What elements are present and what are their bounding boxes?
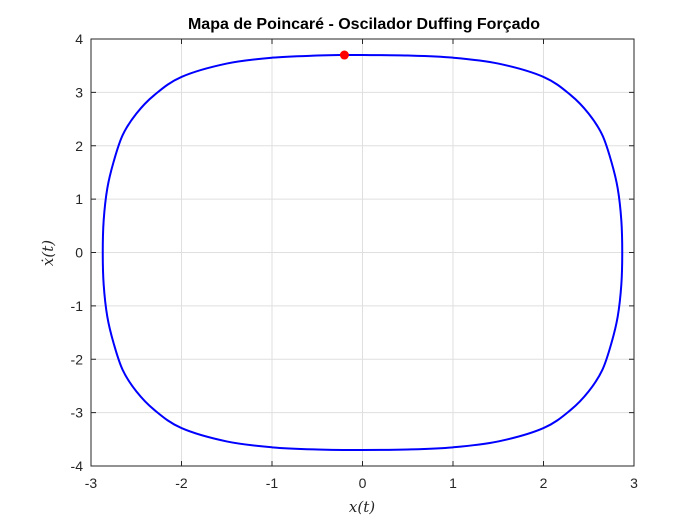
marker-layer <box>339 50 349 60</box>
y-tick-label: 4 <box>75 31 83 47</box>
x-axis-label: x(t) <box>349 498 375 516</box>
y-tick-label: -1 <box>71 298 84 314</box>
x-tick-label: -1 <box>266 475 279 491</box>
y-tick-label: -4 <box>71 458 84 474</box>
y-tick-label: 2 <box>75 138 83 154</box>
x-tick-label: 1 <box>449 475 457 491</box>
y-tick-label: 3 <box>75 84 83 100</box>
x-tick-label: -2 <box>175 475 188 491</box>
series-layer <box>101 53 624 451</box>
y-tick-label: -2 <box>71 351 84 367</box>
x-tick-label: 0 <box>359 475 367 491</box>
axes-box <box>90 38 635 467</box>
chart-title: Mapa de Poincaré - Oscilador Duffing For… <box>188 16 540 33</box>
y-tick-label: 0 <box>75 245 83 261</box>
y-tick-label: -3 <box>71 405 84 421</box>
orbit-curve <box>101 53 624 451</box>
x-tick-label: 3 <box>630 475 638 491</box>
y-axis-label: ẋ(t) <box>39 240 57 266</box>
x-tick-label: -3 <box>85 475 98 491</box>
y-tick-label: 1 <box>75 191 83 207</box>
x-tick-label: 2 <box>540 475 548 491</box>
poincare-point <box>339 50 349 60</box>
